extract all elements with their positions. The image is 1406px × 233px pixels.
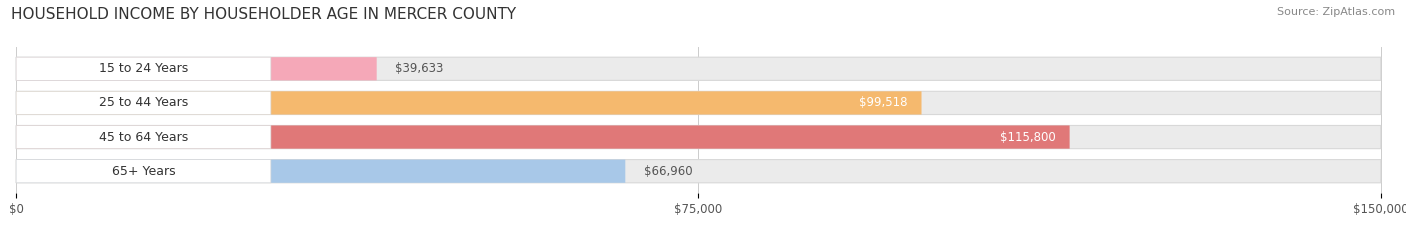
Text: 15 to 24 Years: 15 to 24 Years [98, 62, 188, 75]
Text: $99,518: $99,518 [859, 96, 908, 110]
Text: $66,960: $66,960 [644, 165, 692, 178]
FancyBboxPatch shape [15, 91, 921, 115]
Text: Source: ZipAtlas.com: Source: ZipAtlas.com [1277, 7, 1395, 17]
FancyBboxPatch shape [15, 57, 377, 80]
FancyBboxPatch shape [15, 160, 271, 183]
FancyBboxPatch shape [15, 125, 1070, 149]
FancyBboxPatch shape [15, 125, 1381, 149]
FancyBboxPatch shape [15, 91, 271, 115]
FancyBboxPatch shape [15, 91, 1381, 115]
FancyBboxPatch shape [15, 57, 1381, 80]
Text: 25 to 44 Years: 25 to 44 Years [98, 96, 188, 110]
FancyBboxPatch shape [15, 160, 626, 183]
Text: HOUSEHOLD INCOME BY HOUSEHOLDER AGE IN MERCER COUNTY: HOUSEHOLD INCOME BY HOUSEHOLDER AGE IN M… [11, 7, 516, 22]
Text: $39,633: $39,633 [395, 62, 443, 75]
FancyBboxPatch shape [15, 125, 271, 149]
Text: $115,800: $115,800 [1000, 130, 1056, 144]
Text: 45 to 64 Years: 45 to 64 Years [98, 130, 188, 144]
FancyBboxPatch shape [15, 57, 271, 80]
Text: 65+ Years: 65+ Years [111, 165, 176, 178]
FancyBboxPatch shape [15, 160, 1381, 183]
